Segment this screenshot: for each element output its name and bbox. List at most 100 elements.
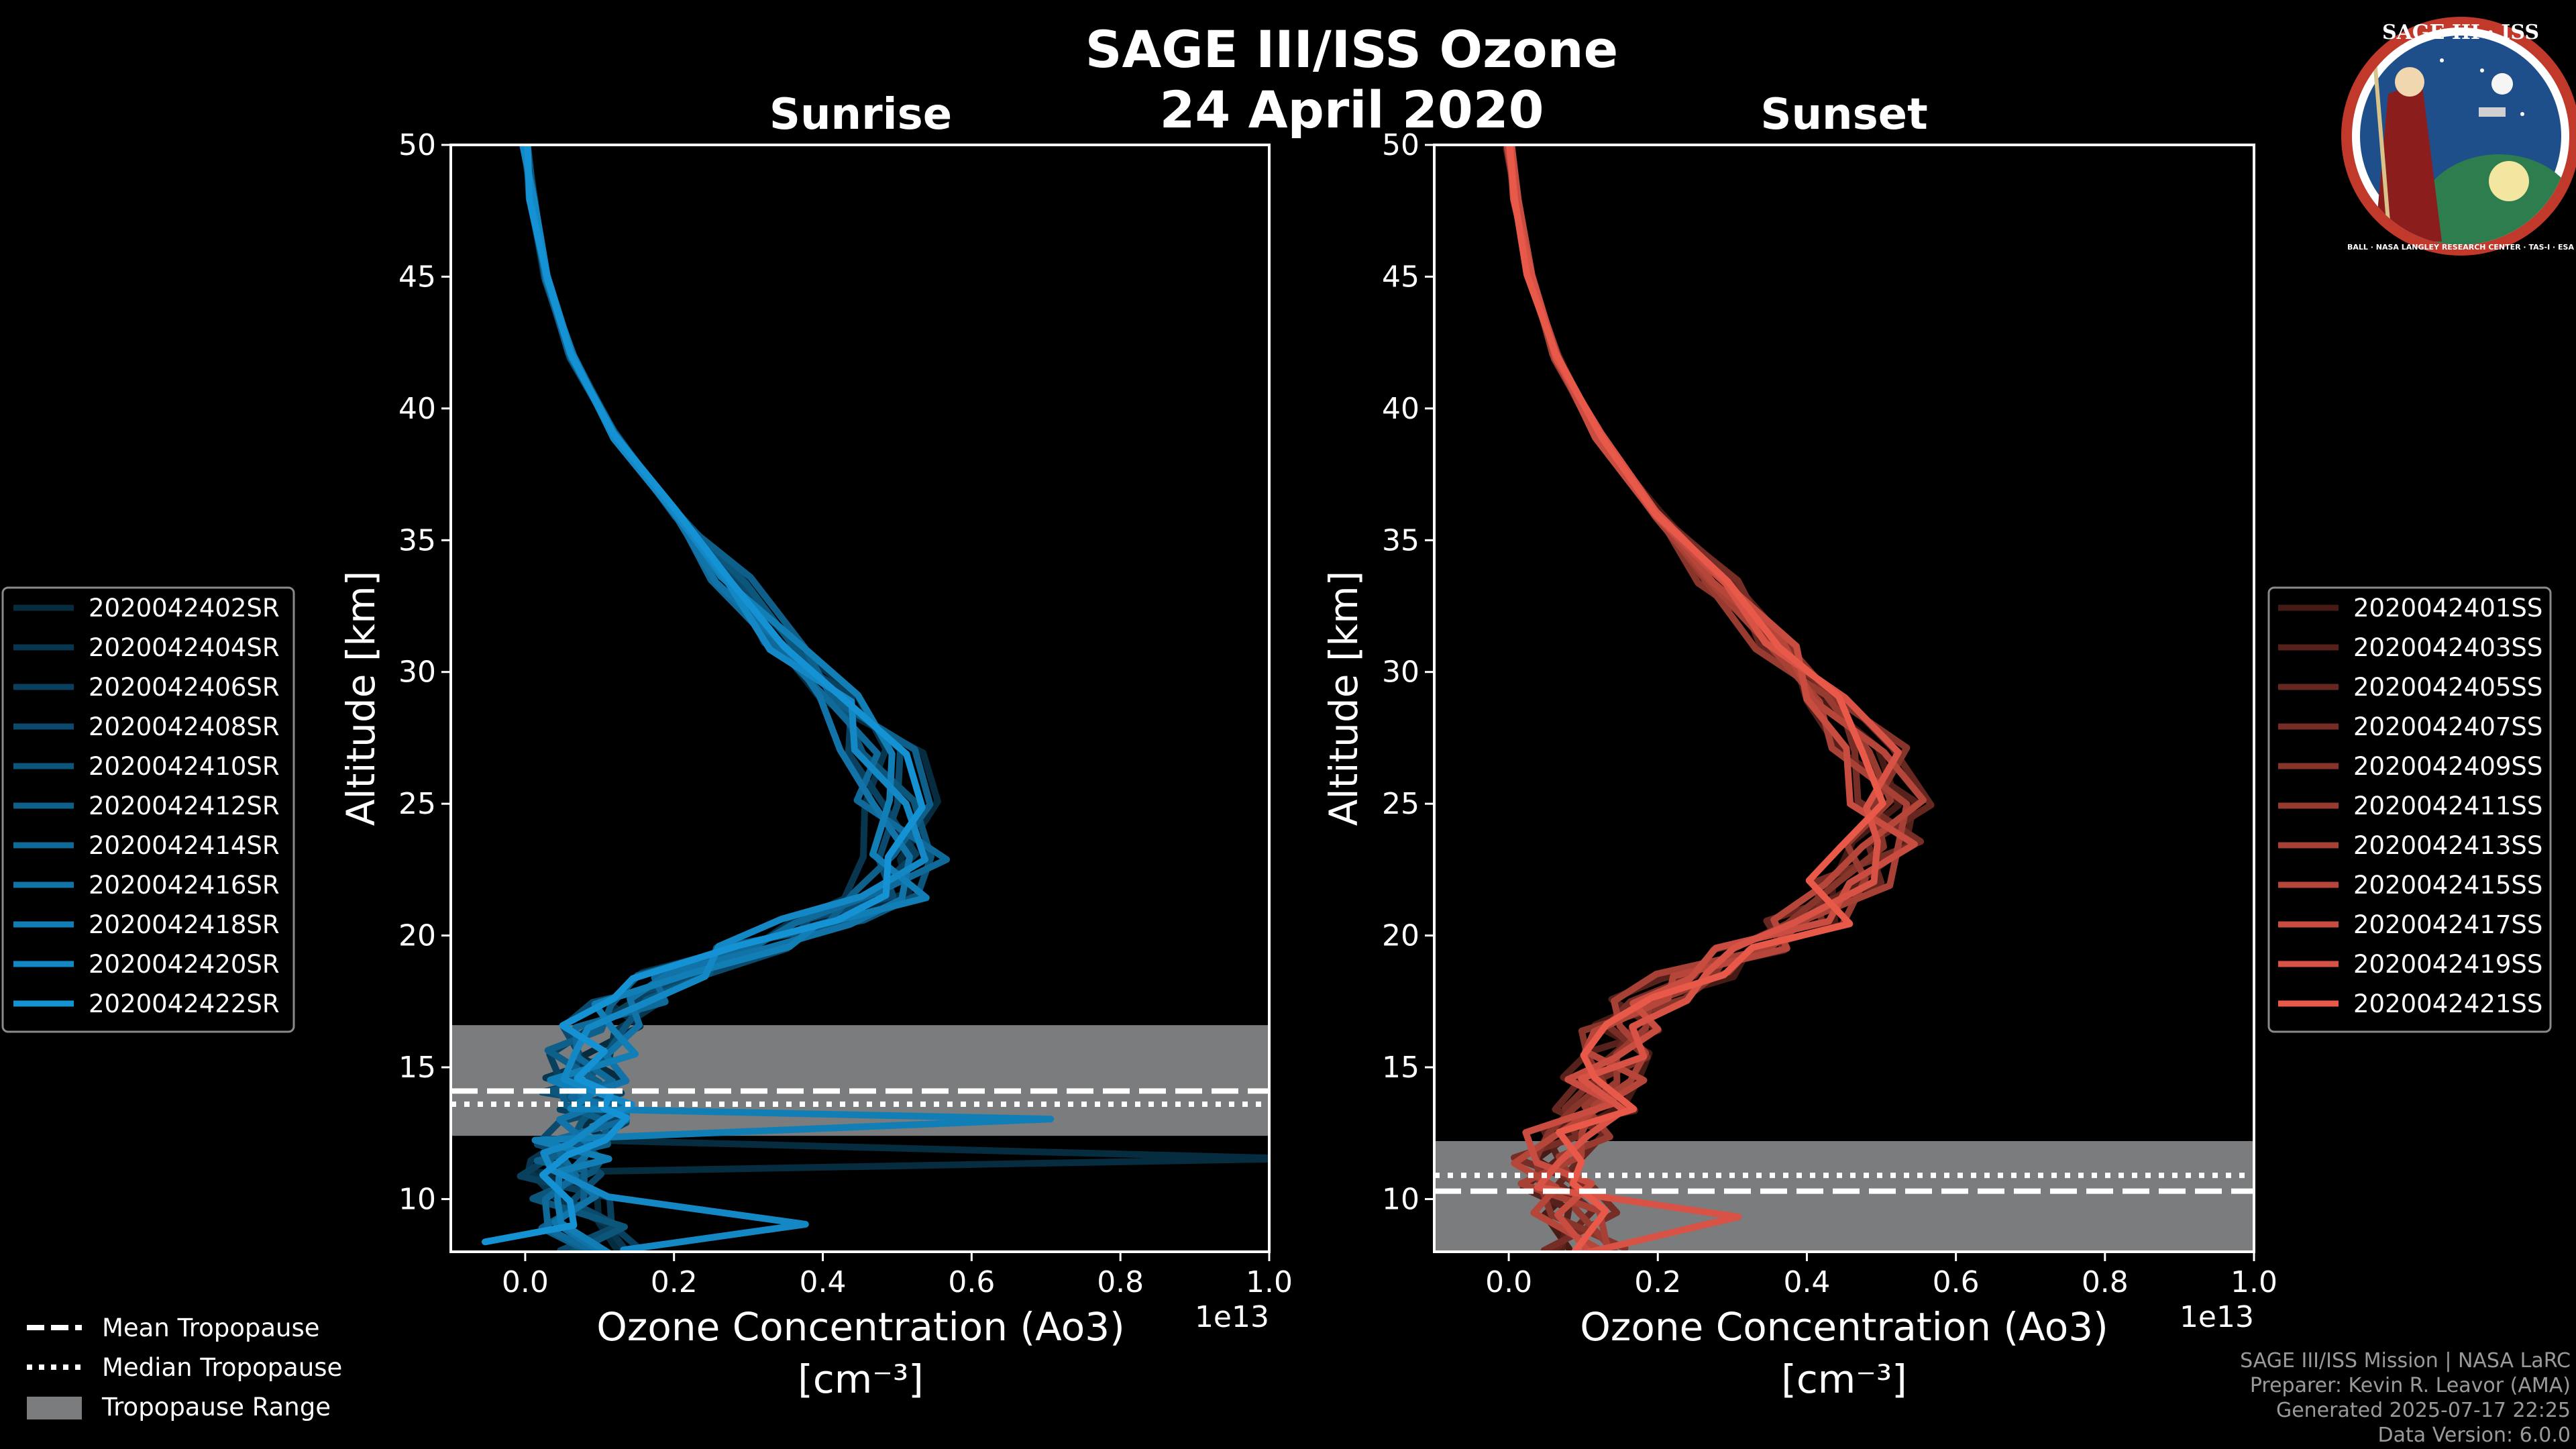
sunset-y-ticks: 10 15 20 25 30 35 40 45 50 [1382,128,1434,1216]
x-tick-label: 0.2 [1634,1265,1681,1299]
sunset-x-scale: 1e13 [2180,1300,2254,1334]
legend-label: 2020042421SS [2353,989,2542,1018]
legend-label: 2020042414SR [89,831,280,860]
sunrise-x-ticks: 0.0 0.2 0.4 0.6 0.8 1.0 [502,1252,1293,1299]
y-tick-label: 35 [398,523,436,557]
logo-star-icon [2440,58,2444,62]
y-tick-label: 40 [398,392,436,426]
tropopause-range-swatch [27,1397,82,1419]
footer-mission: SAGE III/ISS Mission | NASA LaRC [2240,1349,2571,1373]
legend-label: 2020042420SR [89,950,280,979]
legend-label: 2020042401SS [2353,594,2542,623]
x-tick-label: 0.2 [651,1265,698,1299]
logo-bottom-text: BALL · NASA LANGLEY RESEARCH CENTER · TA… [2347,243,2574,252]
y-tick-label: 30 [398,655,436,690]
sunset-panel-title: Sunset [1760,90,1927,140]
tropopause-range-label: Tropopause Range [101,1393,331,1421]
sage-iss-mission-logo: SAGE III · ISS BALL · NASA LANGLEY RESEA… [2341,17,2576,256]
logo-earth-icon [2418,154,2569,245]
footer-credits: SAGE III/ISS Mission | NASA LaRC Prepare… [2240,1349,2571,1447]
sunrise-y-ticks: 10 15 20 25 30 35 40 45 50 [398,128,451,1216]
sunset-profile-lines [1503,145,1935,1252]
sunset-panel: Sunset 0.0 0.2 0.4 0.6 0.8 1.0 10 15 20 25 30 35 40… [1321,90,2277,1402]
logo-wizard-icon [2375,80,2442,241]
y-tick-label: 35 [1382,523,1419,557]
sunrise-axes-frame [449,144,1271,1253]
x-tick-label: 0.0 [502,1265,549,1299]
logo-moon-icon [2491,73,2513,95]
sunset-x-label: Ozone Concentration (Ao3) [1580,1304,2108,1350]
sunset-y-label: Altitude [km] [1321,571,1366,826]
legend-label: 2020042419SS [2353,950,2542,979]
y-tick-label: 10 [398,1182,436,1216]
y-tick-label: 20 [398,919,436,953]
sunset-legend-box [2267,586,2552,1033]
legend-label: 2020042406SR [89,673,280,702]
x-tick-label: 1.0 [1246,1265,1293,1299]
sunrise-panel: Sunrise 0.0 0.2 0.4 0.6 0.8 1.0 10 15 20 25 30 35 4… [338,90,1293,1402]
y-tick-label: 45 [398,260,436,294]
sunset-profile-line [1505,145,1894,1252]
sunrise-x-label: Ozone Concentration (Ao3) [596,1304,1125,1350]
x-tick-label: 1.0 [2231,1265,2277,1299]
legend-label: 2020042411SS [2353,792,2542,820]
logo-star-icon [2480,68,2484,72]
logo-station-icon [2479,107,2506,117]
sunrise-profile-lines [482,145,1269,1252]
legend-label: 2020042402SR [89,594,280,623]
legend-label: 2020042412SR [89,792,280,820]
x-tick-label: 0.4 [1783,1265,1830,1299]
legend-label: 2020042422SR [89,989,280,1018]
sunrise-profile-line [482,145,926,1246]
sunrise-legend: 2020042402SR 2020042404SR 2020042406SR 2020… [1,586,295,1033]
sunset-legend: 2020042401SS 2020042403SS 2020042405SS 2020… [2267,586,2552,1033]
y-tick-label: 20 [1382,919,1419,953]
sunrise-x-unit: [cm⁻³] [798,1356,924,1402]
logo-staff-icon [2373,60,2390,222]
y-tick-label: 25 [398,787,436,821]
mean-tropopause-label: Mean Tropopause [102,1313,320,1342]
y-tick-label: 25 [1382,787,1419,821]
legend-label: 2020042418SR [89,910,280,939]
logo-sun-icon [2489,161,2529,201]
sunrise-panel-title: Sunrise [769,90,952,140]
x-tick-label: 0.0 [1485,1265,1532,1299]
y-tick-label: 45 [1382,260,1419,294]
footer-generated: Generated 2025-07-17 22:25 [2276,1399,2571,1422]
x-tick-label: 0.8 [1097,1265,1144,1299]
legend-label: 2020042416SR [89,871,280,900]
footer-data-version: Data Version: 6.0.0 [2378,1424,2571,1447]
y-tick-label: 30 [1382,655,1419,690]
tropopause-legend: Mean Tropopause Median Tropopause Tropop… [27,1313,342,1421]
legend-label: 2020042417SS [2353,910,2542,939]
sunset-x-unit: [cm⁻³] [1781,1356,1907,1402]
sunset-profile-line [1506,145,1886,1252]
y-tick-label: 50 [1382,128,1419,162]
sunrise-legend-box [1,586,295,1033]
x-tick-label: 0.6 [948,1265,995,1299]
sunset-x-ticks: 0.0 0.2 0.4 0.6 0.8 1.0 [1485,1252,2277,1299]
y-tick-label: 15 [1382,1051,1419,1085]
legend-label: 2020042413SS [2353,831,2542,860]
y-tick-label: 50 [398,128,436,162]
legend-label: 2020042407SS [2353,712,2542,741]
legend-label: 2020042409SS [2353,752,2542,781]
footer-preparer: Preparer: Kevin R. Leavor (AMA) [2250,1374,2571,1397]
x-tick-label: 0.8 [2082,1265,2129,1299]
legend-label: 2020042403SS [2353,633,2542,662]
median-tropopause-label: Median Tropopause [102,1353,342,1382]
x-tick-label: 0.4 [800,1265,847,1299]
sunrise-y-label: Altitude [km] [338,571,384,826]
legend-label: 2020042405SS [2353,673,2542,702]
x-tick-label: 0.6 [1933,1265,1980,1299]
logo-star-icon [2520,112,2524,116]
sunrise-x-scale: 1e13 [1195,1300,1269,1334]
legend-label: 2020042415SS [2353,871,2542,900]
legend-label: 2020042410SR [89,752,280,781]
sunset-axes-frame [1433,144,2255,1253]
legend-label: 2020042404SR [89,633,280,662]
legend-label: 2020042408SR [89,712,280,741]
y-tick-label: 10 [1382,1182,1419,1216]
logo-top-text: SAGE III · ISS [2382,21,2539,44]
